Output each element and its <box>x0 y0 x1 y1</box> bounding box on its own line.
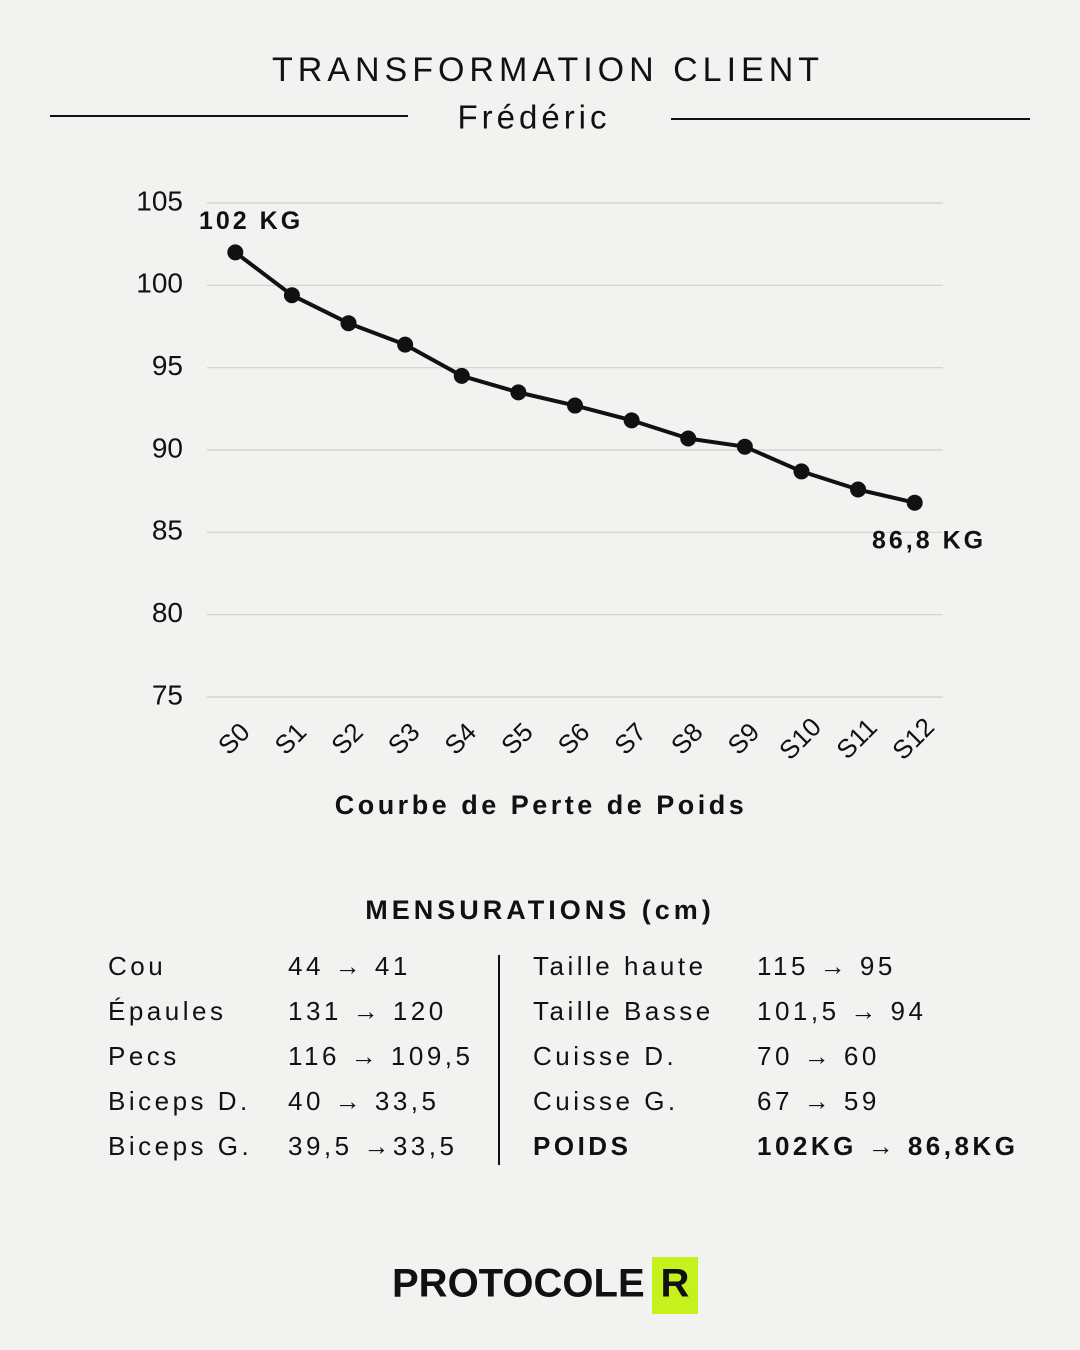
annotation: 86,8 KG <box>872 526 986 554</box>
point <box>736 438 753 455</box>
point <box>623 412 640 429</box>
y-tick-label: 75 <box>152 679 183 710</box>
point <box>793 463 810 480</box>
point <box>397 336 414 353</box>
measure-label: Taille haute <box>533 951 707 981</box>
measure-value: 40 → 33,5 <box>288 1086 439 1116</box>
measure-label: Biceps D. <box>108 1086 251 1116</box>
point <box>227 244 244 261</box>
point <box>850 481 867 498</box>
title: TRANSFORMATION CLIENT <box>272 51 824 89</box>
measure-label: Biceps G. <box>108 1131 252 1161</box>
measure-label: Cou <box>108 951 166 981</box>
y-tick-label: 80 <box>152 597 183 628</box>
subtitle: Frédéric <box>457 99 610 136</box>
y-tick-label: 95 <box>152 350 183 381</box>
measure-value: 39,5 →33,5 <box>288 1131 457 1161</box>
point <box>906 494 923 511</box>
measure-label: POIDS <box>533 1131 631 1161</box>
y-tick-label: 90 <box>152 432 183 463</box>
measure-value: 131 → 120 <box>288 996 447 1026</box>
point <box>453 367 470 384</box>
brand-name: PROTOCOLE <box>392 1262 645 1306</box>
brand-badge: R <box>661 1262 690 1306</box>
y-tick-label: 105 <box>136 185 183 216</box>
point <box>340 315 357 332</box>
y-tick-label: 85 <box>152 515 183 546</box>
measure-label: Pecs <box>108 1041 180 1071</box>
y-tick-label: 100 <box>136 268 183 299</box>
measure-label: Cuisse D. <box>533 1041 677 1071</box>
measure-value: 101,5 → 94 <box>757 996 926 1026</box>
measure-value: 70 → 60 <box>757 1041 880 1071</box>
measure-label: Taille Basse <box>533 996 714 1026</box>
annotation: 102 KG <box>199 207 303 235</box>
brand-badge-box <box>652 1257 698 1314</box>
measure-value: 102KG → 86,8KG <box>757 1131 1018 1161</box>
point <box>680 430 697 447</box>
point <box>283 287 300 304</box>
x-axis-label: Courbe de Perte de Poids <box>335 790 748 820</box>
measure-value: 115 → 95 <box>757 951 896 981</box>
measure-label: Épaules <box>108 996 226 1026</box>
measure-value: 44 → 41 <box>288 951 411 981</box>
measure-value: 116 → 109,5 <box>288 1041 473 1071</box>
measure-value: 67 → 59 <box>757 1086 880 1116</box>
table-title: MENSURATIONS (cm) <box>365 895 715 925</box>
point <box>510 384 527 401</box>
point <box>567 397 583 414</box>
measure-label: Cuisse G. <box>533 1086 679 1116</box>
